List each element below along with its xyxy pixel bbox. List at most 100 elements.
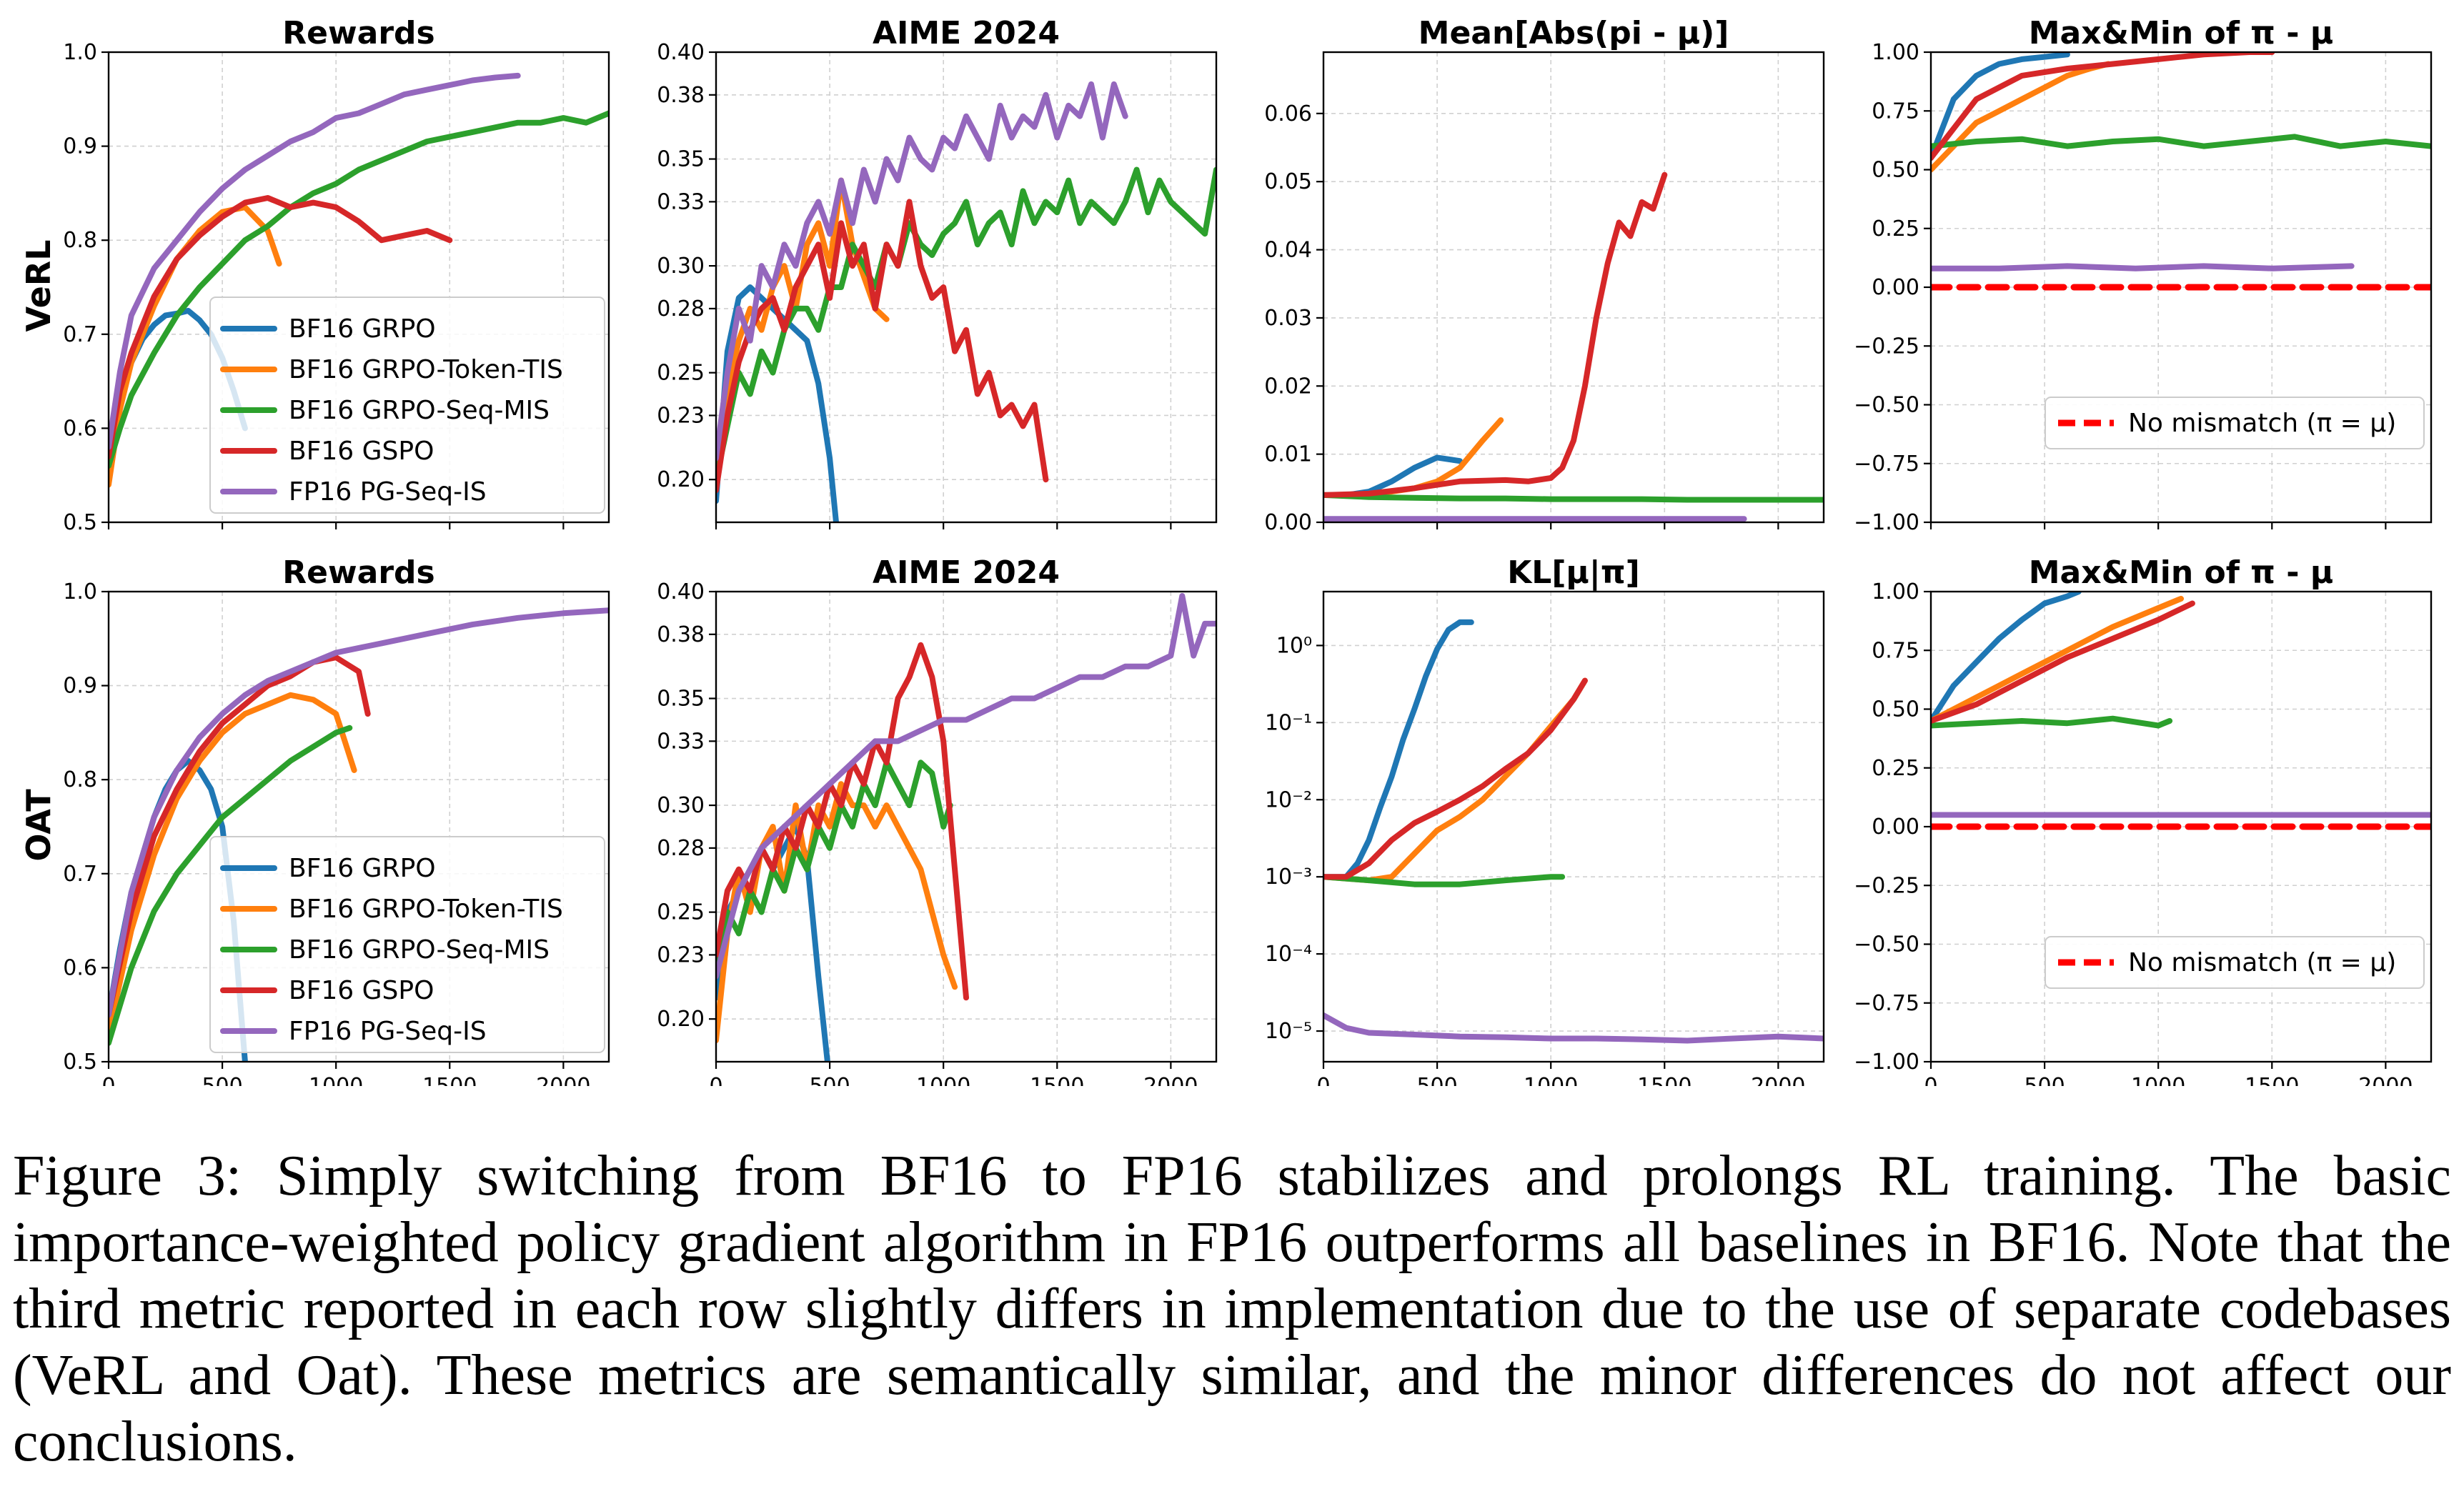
series-line-bf16-gspo xyxy=(109,195,453,459)
y-tick-label: 1.0 xyxy=(63,40,97,65)
series-line-bf16-grpo-seq-mis xyxy=(1323,492,1824,503)
series-line-bf16-grpo-seq-mis xyxy=(109,724,353,1046)
y-tick-label: 0.00 xyxy=(1872,815,1919,840)
legend: No mismatch (π = μ) xyxy=(2045,397,2425,449)
legend-entry: No mismatch (π = μ) xyxy=(2128,409,2396,438)
plot-frame xyxy=(107,590,610,1063)
series-line-bf16-gspo xyxy=(109,654,371,1018)
figure-caption: Figure 3: Simply switching from BF16 to … xyxy=(13,1145,2451,1473)
y-tick-label: 0.8 xyxy=(63,228,97,253)
y-tick-label: 10⁻² xyxy=(1265,787,1312,812)
plot-frame xyxy=(1322,590,1825,1063)
y-tick-label: 0.25 xyxy=(1872,756,1919,781)
legend-box xyxy=(2045,936,2425,989)
y-tick-label: 0.6 xyxy=(63,416,97,441)
y-tick-label: −0.75 xyxy=(1854,452,1919,477)
legend-entry: BF16 GRPO-Seq-MIS xyxy=(289,935,550,965)
x-tick-label: 2000 xyxy=(1751,1074,1805,1086)
legend-box xyxy=(2045,397,2425,449)
series-group xyxy=(1931,52,2431,291)
legend: BF16 GRPO BF16 GRPO-Token-TIS BF16 GRPO-Se… xyxy=(209,297,605,514)
panel-title: Rewards xyxy=(282,554,434,591)
y-tick-label: 1.0 xyxy=(63,579,97,604)
x-tick-label: 2000 xyxy=(1143,1074,1198,1086)
y-tick-label: 0.50 xyxy=(1872,158,1919,183)
series-group xyxy=(109,72,609,488)
y-tick-label: 10⁰ xyxy=(1276,633,1312,658)
y-tick-label: 0.01 xyxy=(1264,442,1312,467)
y-tick-label: 0.33 xyxy=(657,189,705,214)
series-line-bf16-grpo-seq-mis xyxy=(1931,715,2173,729)
y-tick-label: 0.25 xyxy=(657,361,705,386)
chart-verl-maxmin: −1.00 −0.75 −0.50 −0.25 0.00 0.25 0.50 0.75 1.00… xyxy=(1854,15,2433,535)
y-tick-label: 0.04 xyxy=(1264,238,1312,263)
legend-entry: BF16 GSPO xyxy=(289,437,434,466)
legend-entry: BF16 GRPO xyxy=(289,854,436,883)
series-line-bf16-grpo-seq-mis xyxy=(716,760,953,980)
y-tick-label: 0.7 xyxy=(63,322,97,347)
y-tick-label: 0.20 xyxy=(657,1007,705,1032)
plot-frame xyxy=(107,51,610,524)
y-tick-label: 0.00 xyxy=(1872,275,1919,300)
y-tick-label: 1.00 xyxy=(1872,579,1919,604)
y-tick-label: −0.50 xyxy=(1854,932,1919,957)
y-tick-label: 0.06 xyxy=(1264,101,1312,126)
panel-title: AIME 2024 xyxy=(873,15,1060,51)
legend-entry: BF16 GSPO xyxy=(289,976,434,1005)
panel-title: AIME 2024 xyxy=(873,554,1060,591)
y-tick-label: 0.20 xyxy=(657,467,705,492)
x-tick-label: 500 xyxy=(202,1074,242,1086)
chart-verl-aime: 0.20 0.23 0.25 0.28 0.30 0.33 0.35 0.38 0.40 AIME… xyxy=(657,15,1218,529)
series-line-bf16-grpo-token-tis xyxy=(109,692,357,1037)
series-line-bf16-gspo xyxy=(716,199,1049,494)
y-tick-label: 0.35 xyxy=(657,687,705,712)
y-tick-label: 0.23 xyxy=(657,942,705,967)
legend-entry: BF16 GRPO-Token-TIS xyxy=(289,355,563,384)
series-line-bf16-grpo-token-tis xyxy=(716,177,890,483)
series-line-bf16-gspo xyxy=(716,642,969,1001)
panel-title: Max&Min of π - μ xyxy=(2029,554,2334,591)
y-tick-label: 0.9 xyxy=(63,674,97,699)
series-line-bf16-grpo xyxy=(1931,52,2070,161)
series-line-bf16-gspo xyxy=(1931,600,2195,724)
x-tick-label: 0 xyxy=(101,1074,115,1086)
series-line-bf16-grpo-seq-mis xyxy=(1931,134,2431,149)
x-tick-label: 2000 xyxy=(2358,1074,2413,1086)
chart-oat-maxmin: −1.00 −0.75 −0.50 −0.25 0.00 0.25 0.50 0.75 1.00… xyxy=(1854,554,2433,1086)
y-tick-label: 0.5 xyxy=(63,510,97,535)
series-group xyxy=(1323,171,1824,522)
legend-entry: FP16 PG-Seq-IS xyxy=(289,1017,487,1046)
y-tick-label: 10⁻³ xyxy=(1265,865,1312,890)
y-tick-label: 1.00 xyxy=(1872,40,1919,65)
y-tick-label: −1.00 xyxy=(1854,510,1919,535)
series-line-fp16-pg-seq-is xyxy=(109,607,609,1018)
plot-frame xyxy=(715,51,1218,524)
chart-oat-aime: 0.20 0.23 0.25 0.28 0.30 0.33 0.35 0.38 0.40 0 500… xyxy=(657,554,1218,1086)
figure-panels: VeRL OAT 0.5 0.6 0.7 0.8 0.9 1.0 Rewards BF16 G… xyxy=(19,15,2433,1086)
y-tick-label: −0.75 xyxy=(1854,991,1919,1016)
panel-title: Mean[Abs(pi - μ)] xyxy=(1419,15,1729,51)
legend-entry: FP16 PG-Seq-IS xyxy=(289,477,487,507)
series-line-fp16-pg-seq-is xyxy=(109,72,521,450)
series-group xyxy=(1323,619,1824,1044)
y-tick-label: −1.00 xyxy=(1854,1050,1919,1075)
series-line-bf16-gspo xyxy=(1323,677,1588,880)
x-tick-label: 1500 xyxy=(422,1074,477,1086)
y-tick-label: 0.25 xyxy=(657,900,705,925)
y-tick-label: 10⁻¹ xyxy=(1265,710,1312,735)
y-tick-label: 0.5 xyxy=(63,1050,97,1075)
legend-entry: BF16 GRPO-Seq-MIS xyxy=(289,396,550,425)
y-tick-label: 0.9 xyxy=(63,134,97,159)
y-tick-label: 0.02 xyxy=(1264,374,1312,399)
y-tick-label: 0.30 xyxy=(657,793,705,818)
panel-title: KL[μ|π] xyxy=(1507,554,1640,591)
legend-entry: BF16 GRPO-Token-TIS xyxy=(289,895,563,924)
x-tick-label: 1000 xyxy=(916,1074,970,1086)
series-group xyxy=(716,593,1216,1062)
series-line-bf16-grpo xyxy=(1931,592,2082,724)
x-tick-label: 1500 xyxy=(1637,1074,1691,1086)
x-tick-label: 0 xyxy=(1924,1074,1937,1086)
x-tick-label: 500 xyxy=(2024,1074,2065,1086)
y-tick-label: −0.50 xyxy=(1854,393,1919,418)
